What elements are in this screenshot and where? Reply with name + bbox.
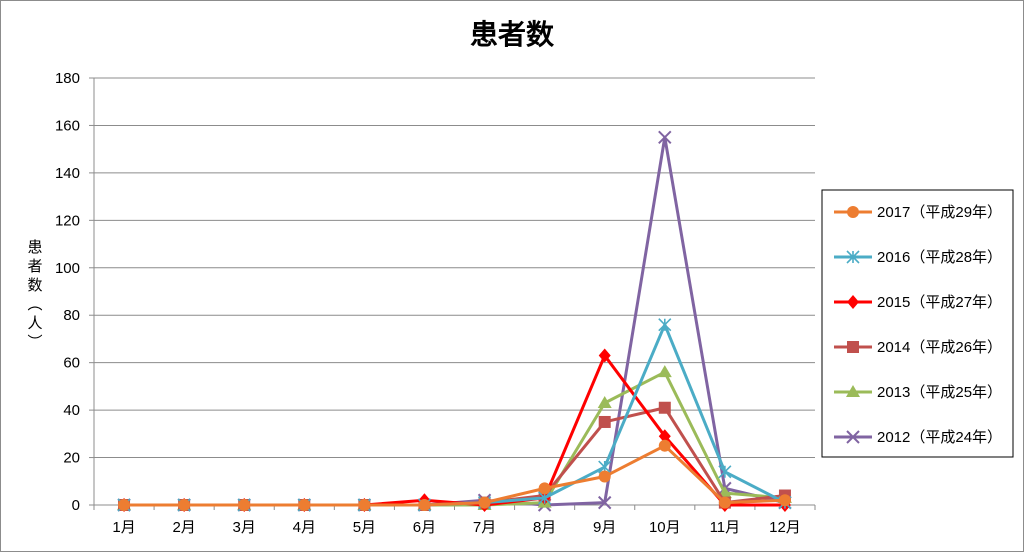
y-tick-label: 60 — [63, 355, 80, 372]
y-tick-label: 100 — [55, 260, 80, 277]
legend-box — [821, 189, 1014, 458]
legend-label: 2013（平成25年） — [877, 384, 1002, 401]
x-tick-label: 12月 — [769, 519, 801, 536]
y-tick-label: 0 — [72, 497, 80, 514]
data-point — [657, 365, 672, 378]
y-tick-label: 180 — [55, 70, 80, 87]
legend: 2017（平成29年） 2016（平成28年） 2015（平成27年） 2014（平成… — [821, 189, 1014, 458]
legend-marker — [846, 385, 860, 397]
data-point — [658, 130, 672, 145]
data-point — [358, 499, 371, 511]
series-2 — [118, 348, 791, 512]
x-axis-ticks: 1月 2月 3月 4月 5月 6月 7月 8月 9月 10月 11月 12月 — [112, 519, 800, 536]
legend-item: 2012（平成24年） — [834, 429, 1002, 446]
legend-label: 2012（平成24年） — [877, 429, 1002, 446]
data-point — [597, 395, 612, 408]
y-tick-label: 160 — [55, 117, 80, 134]
data-point — [658, 318, 672, 332]
data-point — [118, 499, 131, 511]
x-tick-label: 7月 — [473, 519, 496, 536]
x-tick-label: 2月 — [172, 519, 195, 536]
y-axis-label-text: 患者数︵人︶ — [27, 238, 42, 351]
legend-label: 2014（平成26年） — [877, 339, 1002, 356]
data-point — [718, 496, 731, 509]
y-tick-label: 40 — [63, 402, 80, 419]
series-line — [124, 135, 786, 507]
legend-item: 2014（平成26年） — [834, 339, 1002, 356]
x-tick-label: 11月 — [710, 519, 741, 536]
data-point — [658, 439, 671, 452]
y-tick-label: 80 — [63, 307, 80, 324]
x-tick-label: 6月 — [413, 519, 436, 536]
x-tick-label: 5月 — [353, 519, 376, 536]
series-3 — [118, 401, 791, 511]
data-point — [658, 401, 671, 414]
series-line — [124, 444, 786, 507]
legend-item: 2017（平成29年） — [834, 204, 1002, 221]
x-tick-label: 9月 — [593, 519, 616, 536]
series-line — [124, 406, 786, 507]
chart-title: 患者数 — [470, 18, 555, 51]
data-point — [598, 415, 611, 428]
legend-item: 2015（平成27年） — [834, 294, 1002, 311]
legend-item: 2013（平成25年） — [834, 384, 1002, 401]
y-axis-label: 患者数︵人︶ — [27, 238, 42, 351]
legend-label: 2015（平成27年） — [877, 294, 1002, 311]
legend-marker — [846, 250, 860, 264]
series-0 — [118, 439, 791, 511]
series-5 — [117, 130, 792, 512]
y-axis-ticks: 0 20 40 60 80 100 120 140 160 180 — [55, 70, 80, 514]
data-point — [178, 499, 191, 511]
x-tick-label: 8月 — [533, 519, 556, 536]
data-point — [238, 499, 251, 511]
legend-item: 2016（平成28年） — [834, 249, 1002, 266]
y-tick-label: 140 — [55, 165, 80, 182]
data-point — [418, 499, 431, 511]
legend-label: 2016（平成28年） — [877, 249, 1002, 266]
legend-label: 2017（平成29年） — [877, 204, 1002, 221]
legend-marker — [847, 206, 859, 218]
data-point — [658, 429, 671, 444]
series-group — [117, 130, 792, 512]
grid-lines — [89, 77, 816, 510]
legend-marker — [847, 341, 859, 353]
data-point — [598, 470, 611, 483]
data-point — [778, 494, 791, 507]
x-tick-label: 10月 — [649, 519, 681, 536]
data-point — [598, 348, 611, 363]
legend-marker — [847, 295, 859, 309]
data-point — [538, 482, 551, 495]
y-tick-label: 20 — [63, 450, 80, 467]
x-tick-label: 4月 — [293, 519, 316, 536]
x-tick-label: 3月 — [233, 519, 256, 536]
data-point — [478, 496, 491, 509]
x-tick-label: 1月 — [112, 519, 135, 536]
legend-marker — [846, 430, 860, 444]
data-point — [298, 499, 311, 511]
y-tick-label: 120 — [55, 212, 80, 229]
series-1 — [117, 318, 792, 512]
data-point — [598, 495, 612, 510]
data-point — [718, 465, 732, 479]
